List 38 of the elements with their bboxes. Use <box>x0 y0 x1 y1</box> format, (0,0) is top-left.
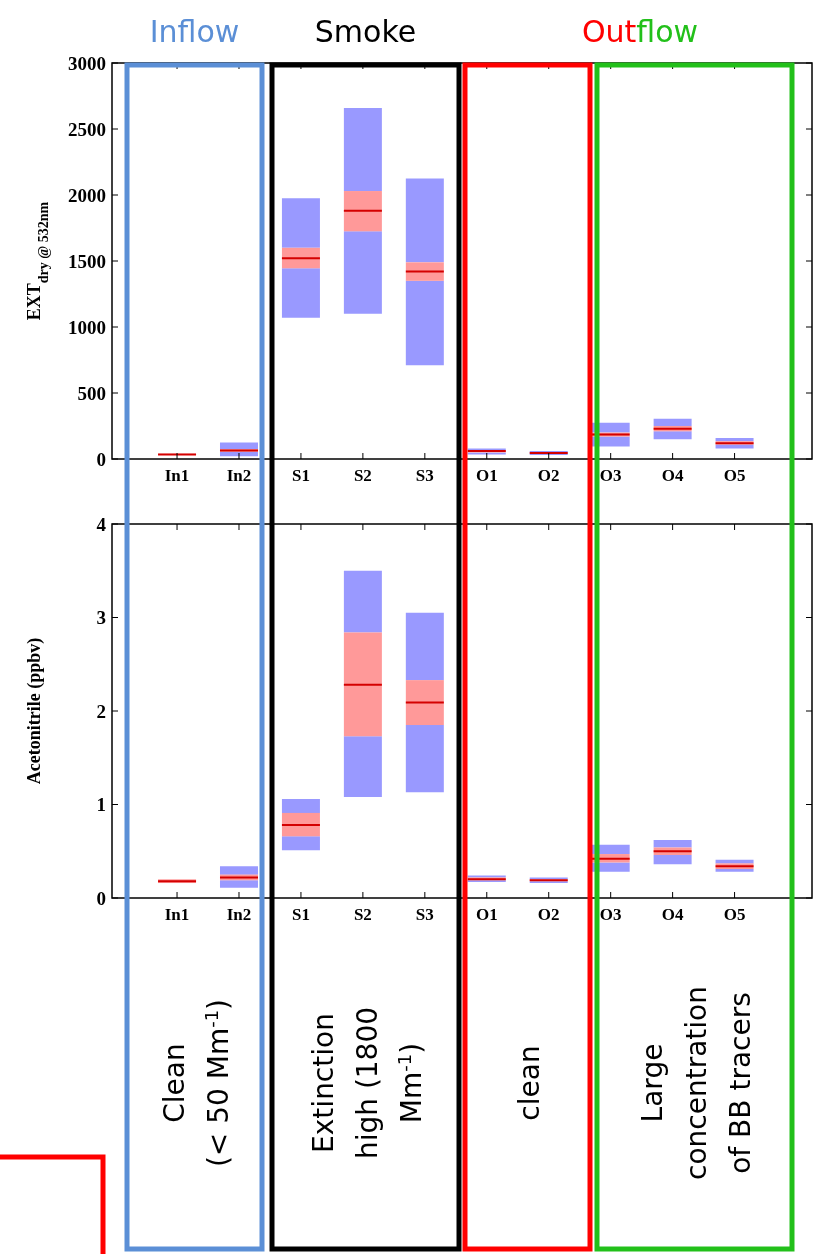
y-tick-label: 0 <box>96 448 106 470</box>
y-tick-label: 3 <box>96 607 106 629</box>
x-tick-label: O4 <box>661 466 684 485</box>
x-tick-label: In2 <box>226 905 252 924</box>
x-tick-label: O4 <box>661 905 684 924</box>
y-tick-label: 1000 <box>68 316 106 338</box>
text: Inflow <box>149 14 240 49</box>
x-tick-label: O1 <box>475 905 498 924</box>
text: Smoke <box>314 14 417 49</box>
x-tick-label: S2 <box>353 466 372 485</box>
x-tick-label: S1 <box>291 466 310 485</box>
y-tick-label: 3000 <box>68 52 106 74</box>
x-tick-label: S1 <box>291 905 310 924</box>
y-tick-label: 2 <box>96 700 106 722</box>
y-tick-label: 2000 <box>68 184 106 206</box>
x-tick-label: O5 <box>723 466 746 485</box>
x-tick-label: S3 <box>415 905 434 924</box>
x-tick-label: O1 <box>475 466 498 485</box>
y-tick-label: 2500 <box>68 118 106 140</box>
x-tick-label: In2 <box>226 466 252 485</box>
y-tick-label: 1500 <box>68 250 106 272</box>
y-tick-label: 1 <box>96 794 106 816</box>
x-tick-label: O3 <box>599 466 622 485</box>
text: Outflow <box>581 14 699 49</box>
text: clean <box>512 1045 546 1121</box>
x-tick-label: O3 <box>599 905 622 924</box>
x-tick-label: S3 <box>415 466 434 485</box>
y-tick-label: 500 <box>77 382 106 404</box>
x-tick-label: S2 <box>353 905 372 924</box>
x-tick-label: O2 <box>537 905 560 924</box>
x-tick-label: In1 <box>164 466 190 485</box>
text: Large concentration of BB tracers <box>635 986 757 1180</box>
y-tick-label: 4 <box>96 513 107 535</box>
x-tick-label: In1 <box>164 905 190 924</box>
y-axis-title: Acetonitrile (ppbv) <box>24 637 45 785</box>
x-tick-label: O2 <box>537 466 560 485</box>
y-tick-label: 0 <box>96 887 106 909</box>
x-tick-label: O5 <box>723 905 746 924</box>
